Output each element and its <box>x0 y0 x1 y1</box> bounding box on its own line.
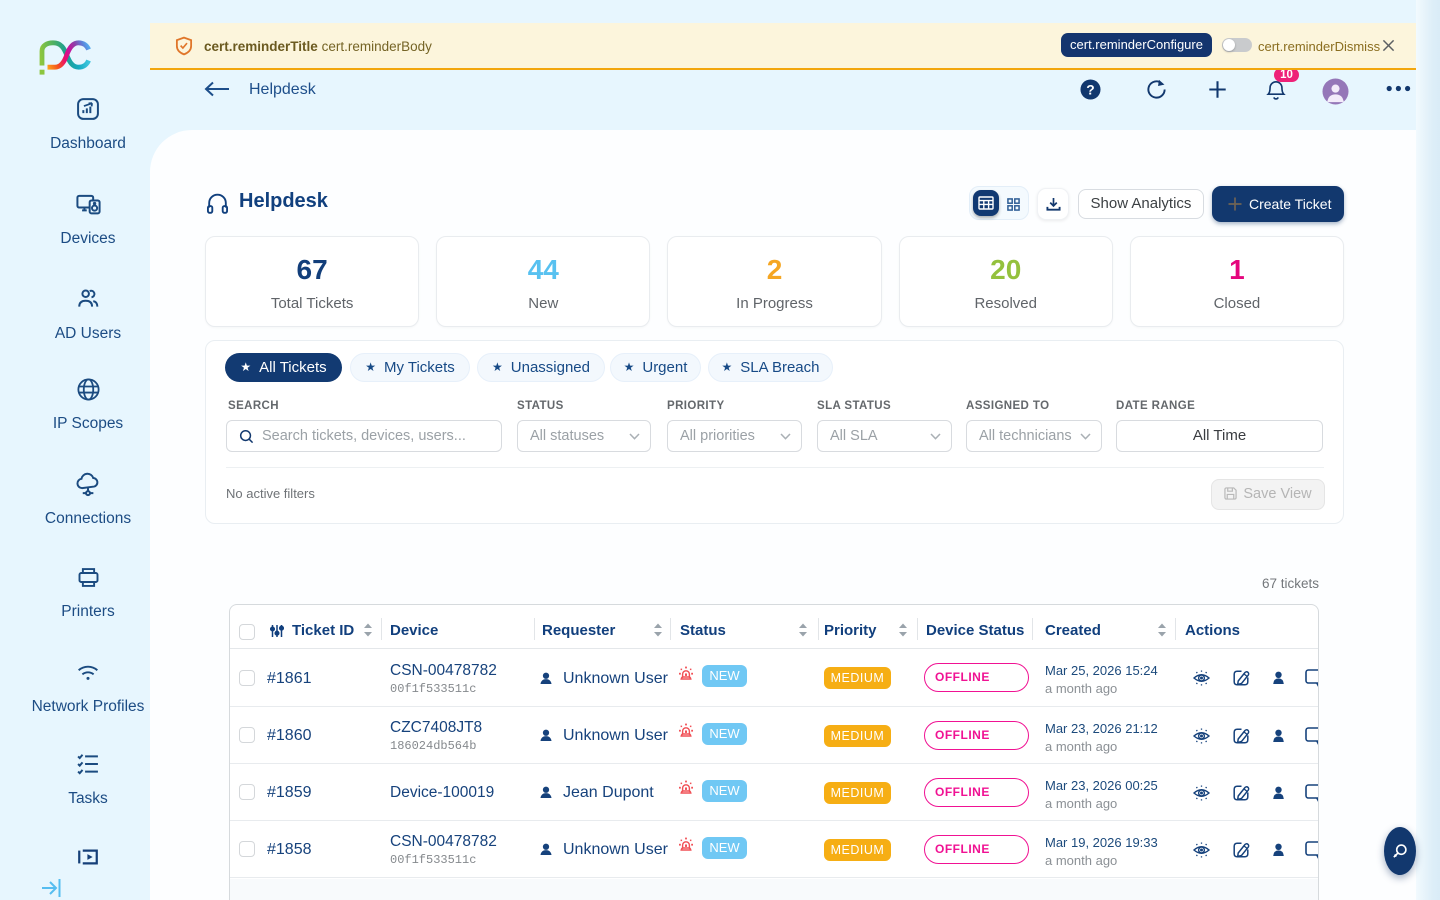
svg-text:?: ? <box>1086 81 1094 97</box>
